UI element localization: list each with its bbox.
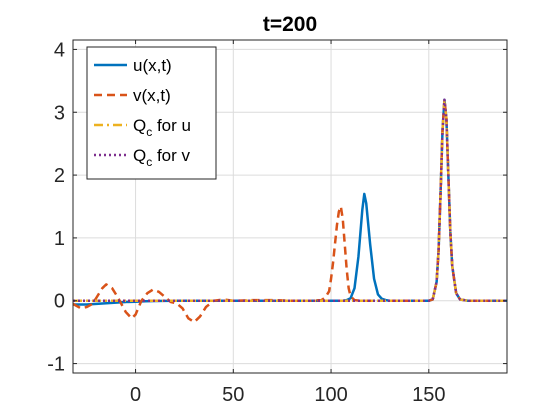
chart-title: t=200 [263, 13, 317, 36]
ticks: 0 50 100 150 -1 0 1 2 3 4 [47, 39, 507, 406]
x-tick-label-2: 100 [314, 384, 347, 406]
x-tick-label-1: 50 [222, 384, 244, 406]
legend: u(x,t)v(x,t)Qc for uQc for v [86, 46, 217, 180]
legend-label-1: v(x,t) [133, 86, 171, 105]
legend-label-sub-3: c [146, 155, 152, 169]
y-tick-label-3: 2 [54, 165, 65, 187]
legend-label-main-0: u(x,t) [133, 56, 172, 75]
x-tick-label-3: 150 [412, 384, 445, 406]
legend-label-main-1: v(x,t) [133, 86, 171, 105]
legend-label-sub-2: c [146, 125, 152, 139]
legend-label-3: Qc for v [133, 146, 191, 169]
legend-label-main-2: Q [133, 116, 146, 135]
legend-label-0: u(x,t) [133, 56, 172, 75]
legend-label-rest-3: for v [152, 146, 190, 165]
y-tick-label-2: 1 [54, 228, 65, 250]
series-layer [73, 98, 507, 324]
y-tick-label-5: 4 [54, 39, 65, 61]
y-tick-label-1: 0 [54, 291, 65, 313]
legend-label-rest-2: for u [152, 116, 191, 135]
y-tick-label-4: 3 [54, 102, 65, 124]
legend-box [86, 46, 217, 180]
legend-label-main-3: Q [133, 146, 146, 165]
x-tick-label-0: 0 [130, 384, 141, 406]
series-line-2 [73, 98, 507, 302]
y-tick-label-0: -1 [47, 354, 65, 376]
axes-box [72, 39, 508, 374]
legend-label-2: Qc for u [133, 116, 191, 139]
